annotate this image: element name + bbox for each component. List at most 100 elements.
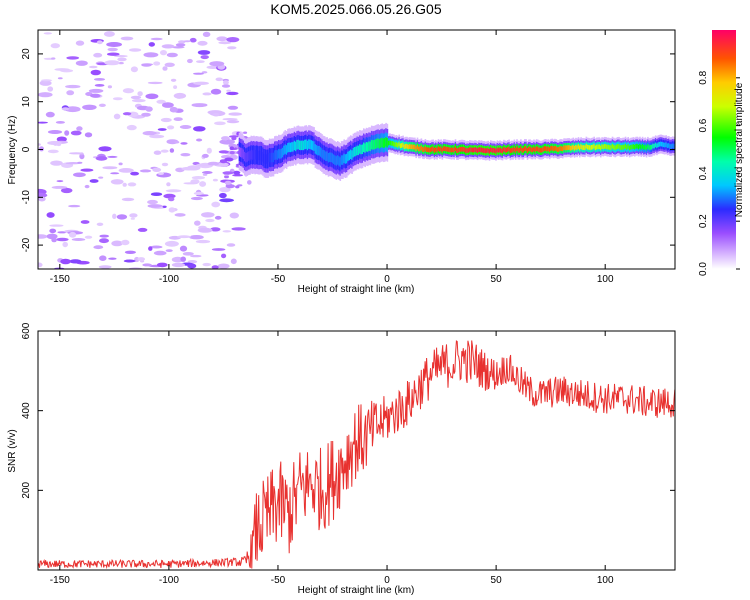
ridge-cell: [427, 147, 429, 152]
noise-cell: [47, 149, 59, 154]
ridge-cell: [552, 146, 555, 152]
noise-cell: [162, 205, 167, 208]
ridge-cell: [626, 145, 628, 150]
noise-cell: [212, 112, 220, 117]
ridge-cell: [312, 140, 314, 151]
ridge-cell: [285, 145, 288, 155]
spectrogram-cells: [38, 31, 675, 269]
noise-cell: [215, 77, 223, 82]
ridge-cell: [554, 145, 556, 151]
noise-cell: [64, 130, 70, 136]
noise-cell: [201, 71, 208, 74]
ridge-cell: [582, 145, 585, 150]
ridge-cell: [653, 143, 656, 149]
ridge-cell: [446, 146, 449, 152]
colorbar-tick-label: 0.8: [698, 70, 709, 84]
noise-cell: [181, 166, 196, 171]
noise-cell: [247, 180, 252, 185]
colorbar-scale: [712, 30, 736, 269]
noise-cell: [197, 227, 213, 233]
ridge-cell: [364, 143, 366, 153]
ridge-cell: [401, 143, 403, 148]
ridge-cell: [513, 146, 516, 152]
noise-cell: [56, 237, 69, 242]
ridge-cell: [520, 146, 522, 152]
ridge-cell: [575, 144, 577, 150]
noise-cell: [210, 88, 222, 95]
chart-title: KOM5.2025.066.05.26.G05: [270, 1, 441, 17]
ridge-cell: [246, 152, 249, 162]
noise-cell: [173, 85, 178, 89]
noise-cell: [161, 44, 175, 49]
ridge-cell: [600, 145, 602, 151]
ridge-cell: [412, 144, 415, 150]
ridge-cell: [589, 145, 592, 151]
ridge-cell: [611, 143, 614, 149]
ridge-cell: [420, 145, 423, 151]
noise-cell: [160, 50, 167, 56]
ridge-cell: [393, 141, 395, 147]
noise-cell: [207, 161, 220, 166]
ridge-cell: [293, 140, 296, 151]
noise-cell: [49, 228, 57, 234]
ridge-cell: [432, 146, 434, 152]
ridge-cell: [243, 151, 246, 162]
ridge-cell: [365, 142, 368, 152]
noise-cell: [145, 106, 153, 112]
noise-cell: [233, 170, 241, 175]
ridge-cell: [496, 147, 499, 153]
noise-cell: [153, 150, 162, 155]
ridge-cell: [245, 152, 247, 163]
noise-cell: [161, 162, 169, 167]
noise-cell: [89, 179, 99, 183]
noise-cell: [160, 117, 172, 123]
ridge-cell: [525, 146, 527, 151]
noise-cell: [121, 197, 135, 202]
ridge-cell: [643, 145, 645, 150]
ridge-cell: [484, 148, 487, 154]
colorbar-tick-label: 0.6: [698, 118, 709, 132]
ridge-cell: [449, 147, 451, 153]
ridge-cell: [563, 145, 565, 151]
noise-cell: [47, 130, 63, 134]
ridge-cell: [287, 143, 289, 153]
ridge-cell: [590, 145, 593, 150]
ridge-cell: [586, 144, 589, 150]
ridge-cell: [499, 147, 501, 153]
noise-cell: [141, 112, 151, 117]
noise-cell: [98, 176, 104, 179]
ridge-cell: [512, 147, 514, 153]
ridge-cell: [433, 148, 436, 153]
ridge-cell: [356, 145, 359, 155]
ridge-cell: [268, 152, 271, 163]
ridge-cell: [250, 149, 253, 160]
noise-cell: [73, 172, 86, 178]
ridge-cell: [313, 141, 315, 151]
ridge-cell: [661, 142, 664, 147]
noise-cell: [202, 262, 211, 267]
noise-cell: [129, 213, 138, 218]
noise-cell: [226, 91, 239, 96]
ridge-cell: [470, 147, 472, 153]
ridge-cell: [423, 147, 425, 152]
noise-cell: [104, 60, 120, 66]
noise-cell: [141, 63, 152, 67]
ridge-cell: [288, 142, 290, 152]
noise-cell: [202, 153, 209, 158]
ridge-cell: [429, 147, 432, 153]
ridge-cell: [518, 147, 521, 153]
noise-cell: [222, 118, 238, 121]
noise-cell: [202, 173, 208, 176]
noise-cell: [139, 169, 152, 173]
noise-cell: [68, 231, 77, 238]
ridge-cell: [461, 146, 463, 152]
noise-cell: [225, 184, 235, 189]
ridge-cell: [327, 153, 330, 163]
snr-frame: [37, 330, 676, 571]
ridge-cell: [367, 142, 369, 152]
noise-cell: [51, 57, 56, 60]
ridge-cell: [571, 145, 573, 151]
ridge-cell: [504, 147, 506, 153]
noise-cell: [197, 40, 208, 46]
noise-cell: [157, 128, 167, 131]
